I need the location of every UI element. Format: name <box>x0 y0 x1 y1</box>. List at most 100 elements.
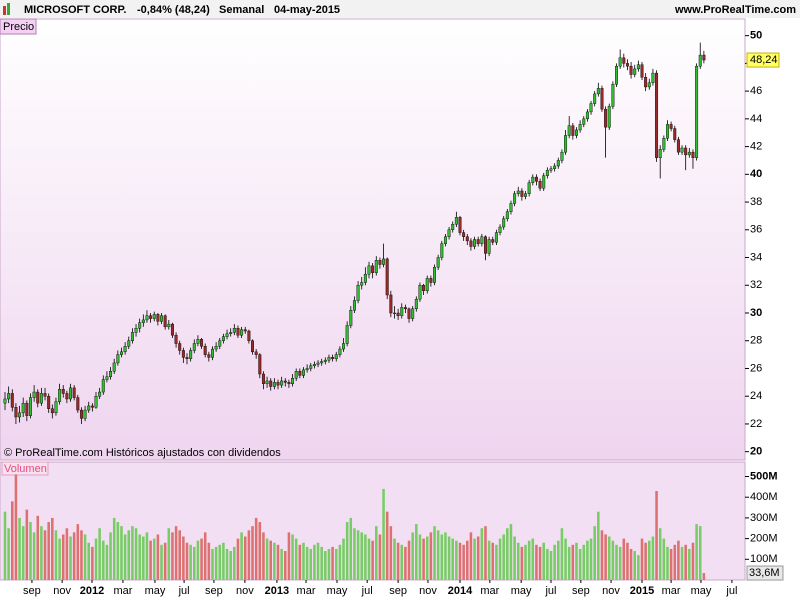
volume-bar <box>356 530 360 580</box>
candle-body <box>327 357 331 361</box>
candle-body <box>695 65 699 158</box>
volume-bar <box>313 544 316 580</box>
candle-body <box>422 285 426 292</box>
volume-bar <box>447 536 451 580</box>
volume-bar <box>32 532 36 580</box>
candle-body <box>469 240 473 247</box>
stock-name: MICROSOFT CORP. <box>24 4 126 16</box>
candle-body <box>120 351 123 355</box>
volume-bar <box>324 551 327 580</box>
volume-bar <box>546 548 549 580</box>
volume-bar <box>702 573 706 580</box>
volume-bar <box>418 534 422 580</box>
candle-body <box>47 396 51 409</box>
candle-body <box>276 382 280 386</box>
volume-bar <box>593 526 596 580</box>
y-tick-label: 46 <box>750 85 762 97</box>
volume-y-tick-label: 500M <box>750 470 778 482</box>
date: 04-may-2015 <box>274 4 340 16</box>
candle-body <box>647 82 651 88</box>
volume-bar <box>193 546 196 580</box>
volume-bar <box>334 548 338 580</box>
candle-body <box>116 354 120 364</box>
candle-body <box>50 408 54 414</box>
candle-body <box>363 273 367 283</box>
volume-bar <box>200 538 203 580</box>
y-tick-label: 34 <box>750 251 762 263</box>
volume-bar <box>400 544 404 580</box>
volume-bar <box>531 538 535 580</box>
candle-body <box>571 125 575 136</box>
candle-body <box>200 339 204 347</box>
volume-bar <box>251 526 254 580</box>
y-tick-label: 40 <box>750 168 762 180</box>
candle-body <box>513 193 517 204</box>
volume-bar <box>105 544 109 580</box>
candle-body <box>72 387 76 398</box>
y-tick-label: 38 <box>750 196 762 208</box>
x-tick-label: sep <box>23 585 41 597</box>
period: Semanal <box>219 4 264 16</box>
volume-bar <box>236 538 240 580</box>
volume-bar <box>331 546 334 580</box>
volume-bar <box>396 542 400 580</box>
volume-bar <box>393 538 396 580</box>
candle-body <box>323 359 327 362</box>
candle-body <box>352 300 356 311</box>
volume-bar <box>243 536 247 580</box>
candle-body <box>622 57 626 64</box>
candle-body <box>367 265 371 275</box>
candle-body <box>203 346 207 355</box>
volume-bar <box>553 544 556 580</box>
x-tick-label: jul <box>725 585 737 597</box>
volume-bar <box>25 509 29 580</box>
volume-bar <box>156 534 160 580</box>
volume-bar <box>524 544 527 580</box>
volume-bar <box>298 544 302 580</box>
candle-body <box>149 315 153 319</box>
volume-bar <box>542 542 545 580</box>
candle-body <box>254 351 258 355</box>
volume-bar <box>240 532 243 580</box>
volume-bar <box>673 544 677 580</box>
volume-bar <box>214 546 218 580</box>
candle-body <box>662 138 666 150</box>
candle-body <box>109 371 113 377</box>
volume-y-tick-label: 200M <box>750 533 778 545</box>
volume-bar <box>633 551 636 580</box>
volume-bar <box>698 526 702 580</box>
volume-bar <box>327 548 331 580</box>
x-tick-label: sep <box>572 585 590 597</box>
volume-bar <box>131 526 134 580</box>
candle-body <box>112 362 116 372</box>
volume-bar <box>29 522 32 580</box>
candle-body <box>261 373 265 384</box>
volume-bar <box>371 540 374 580</box>
volume-bar <box>284 551 287 580</box>
candle-body <box>429 278 433 283</box>
volume-bar <box>72 532 76 580</box>
candle-body <box>418 285 422 300</box>
candle-body <box>360 282 364 286</box>
volume-bar <box>516 542 520 580</box>
y-tick-label: 26 <box>750 362 762 374</box>
volume-bar <box>98 528 101 580</box>
candle-body <box>454 217 458 225</box>
volume-bar <box>305 546 309 580</box>
volume-bar <box>185 542 189 580</box>
volume-bar <box>225 548 229 580</box>
candle-body <box>302 369 305 376</box>
x-tick-label: sep <box>389 585 407 597</box>
candle-body <box>589 103 593 113</box>
candle-body <box>39 393 43 404</box>
candle-body <box>382 258 386 265</box>
candle-body <box>269 380 273 387</box>
candle-body <box>534 176 538 182</box>
x-tick-label: may <box>691 585 712 597</box>
candle-body <box>243 329 247 332</box>
volume-bar <box>651 536 655 580</box>
x-tick-label: 2014 <box>448 585 473 597</box>
volume-bar <box>498 538 502 580</box>
site: www.ProRealTime.com <box>674 4 796 16</box>
volume-bar <box>196 540 200 580</box>
